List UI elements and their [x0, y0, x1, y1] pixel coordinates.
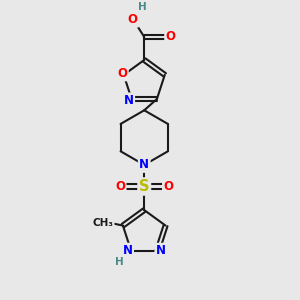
Text: H: H [115, 256, 123, 267]
Text: N: N [124, 94, 134, 107]
Text: H: H [138, 2, 147, 12]
Text: O: O [164, 180, 173, 193]
Text: CH₃: CH₃ [92, 218, 113, 228]
Text: O: O [115, 180, 125, 193]
Text: S: S [139, 179, 149, 194]
Text: O: O [166, 30, 176, 44]
Text: O: O [128, 13, 138, 26]
Text: O: O [117, 67, 127, 80]
Text: N: N [123, 244, 133, 257]
Text: N: N [139, 158, 149, 171]
Text: N: N [156, 244, 166, 257]
